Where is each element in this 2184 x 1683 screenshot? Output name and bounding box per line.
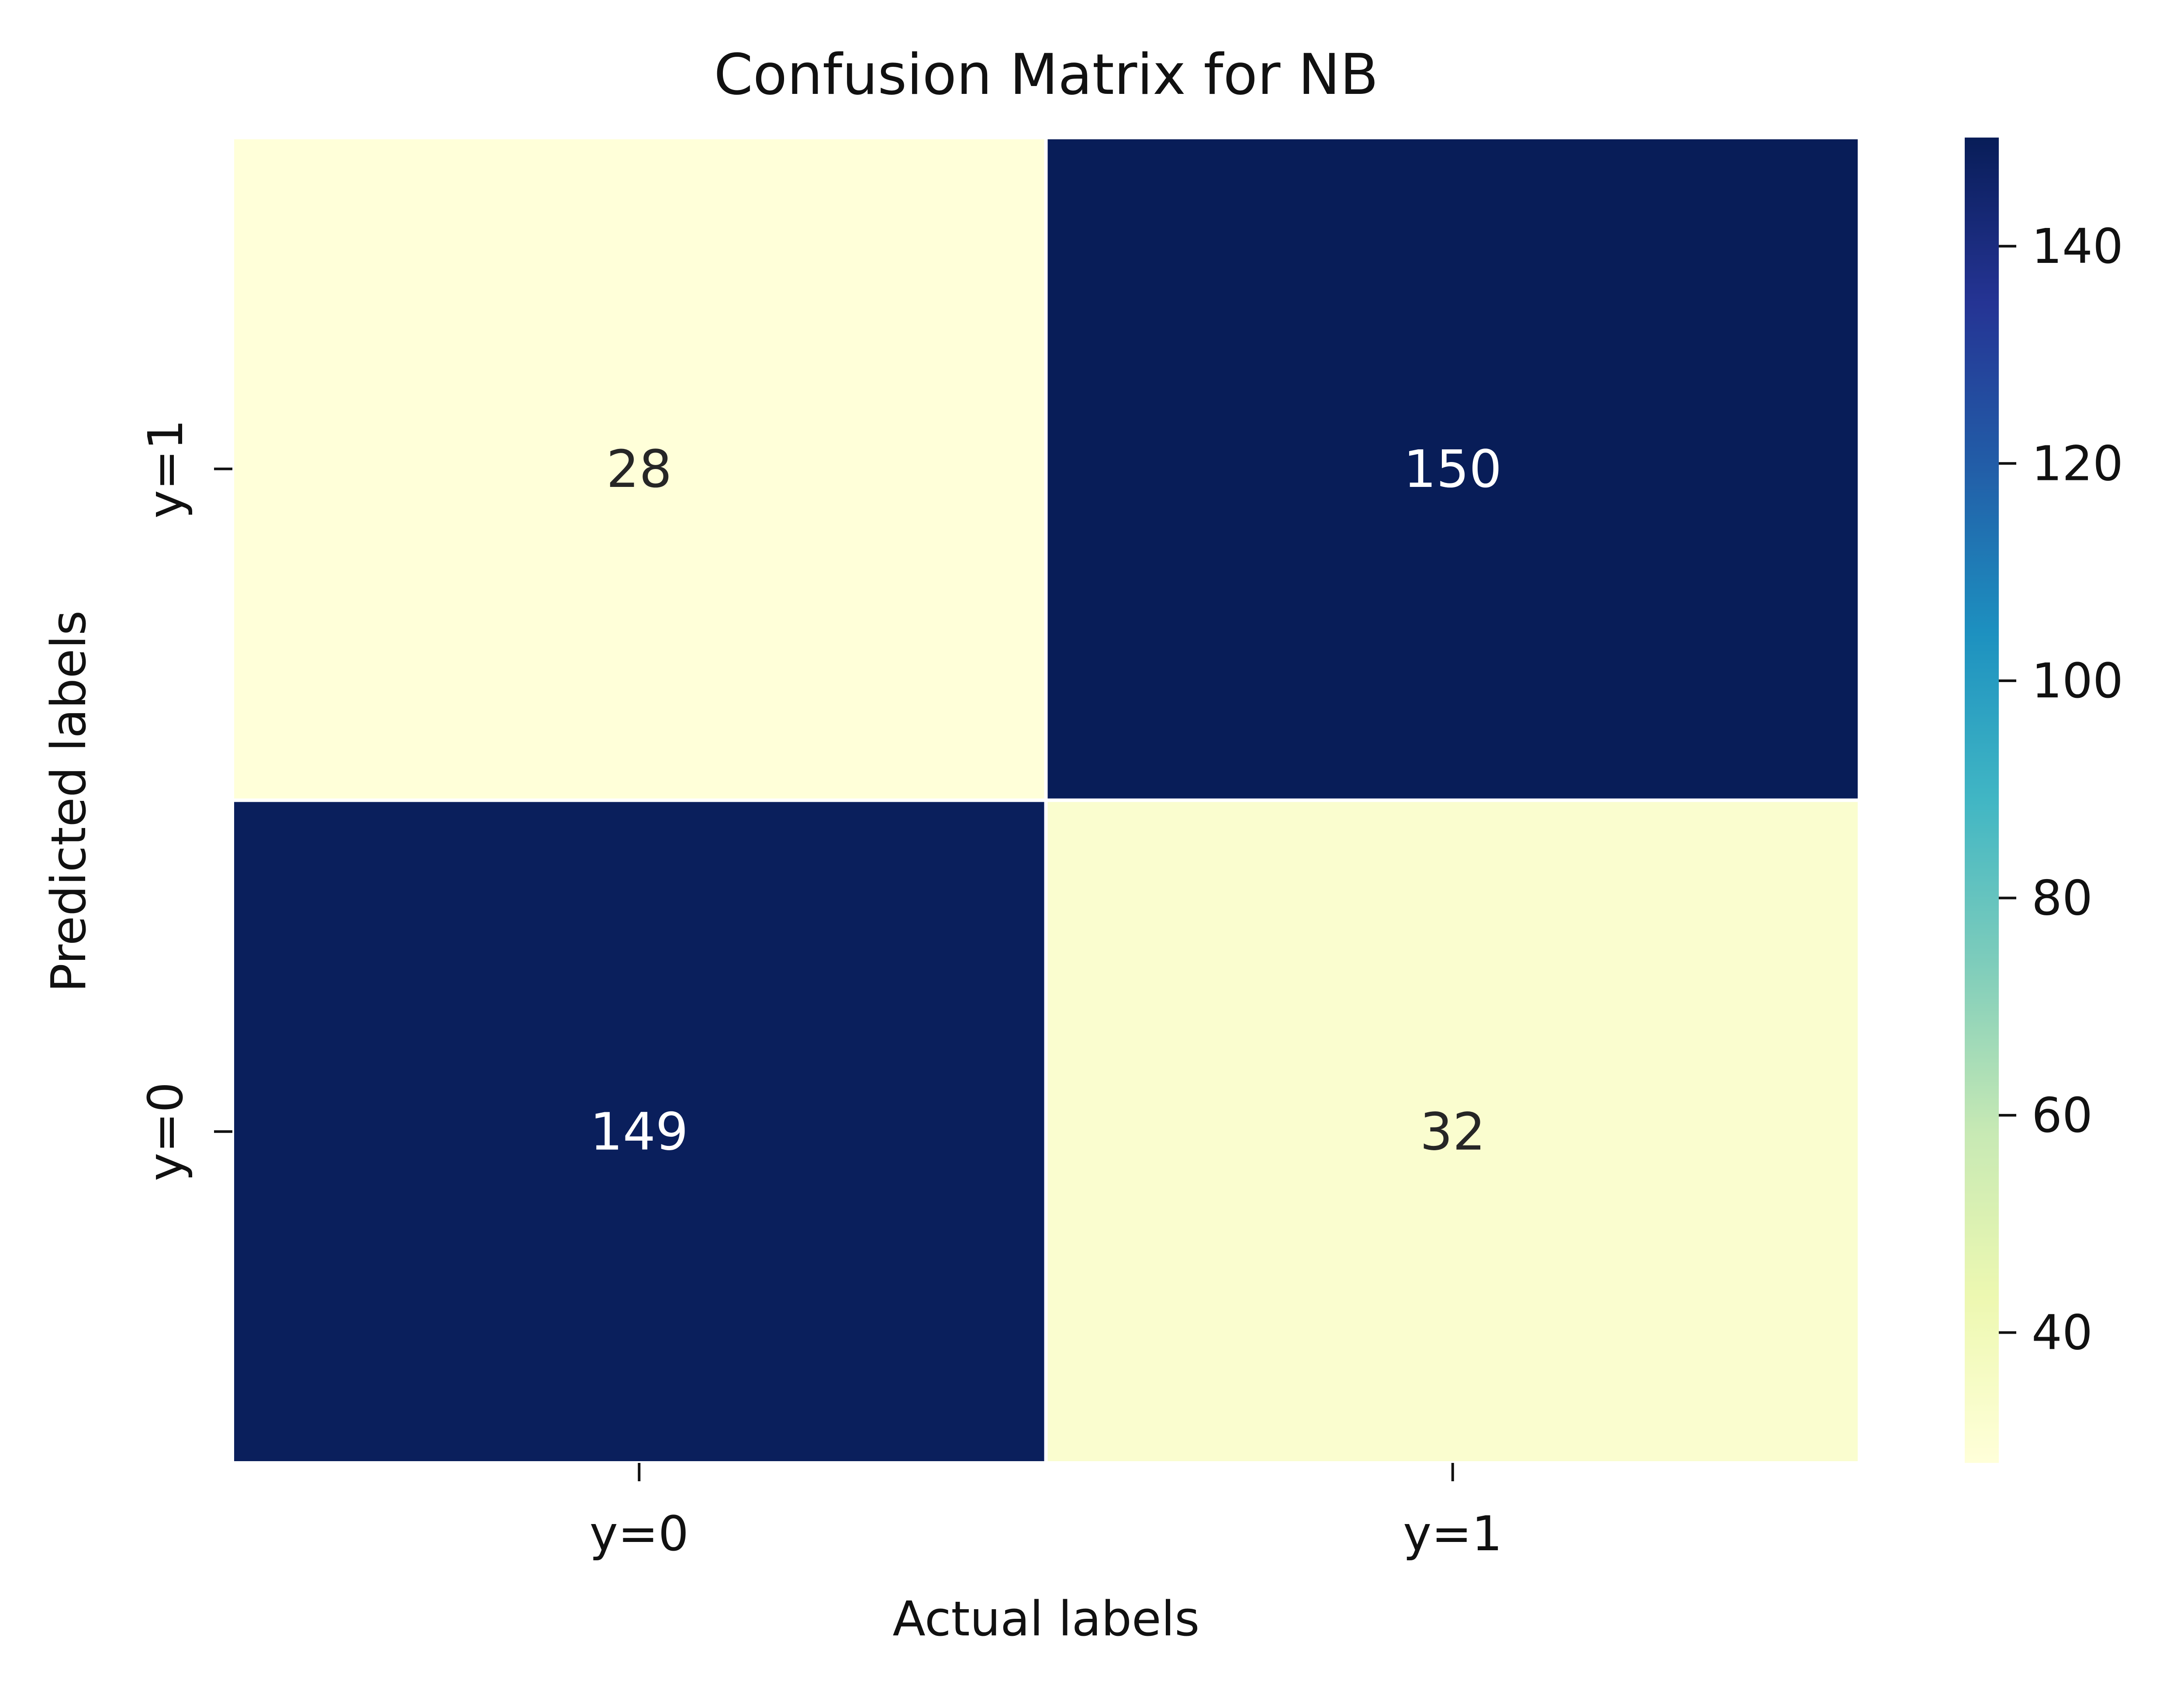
x-tick-label: y=0 — [590, 1506, 689, 1562]
colorbar-tick-label: 100 — [2032, 653, 2123, 709]
colorbar-tick-label: 140 — [2032, 218, 2123, 274]
colorbar-tick-label: 80 — [2032, 870, 2093, 926]
colorbar-tick-label: 40 — [2032, 1304, 2093, 1360]
heatmap-cell — [231, 798, 1048, 1465]
heatmap-cells: 28 150 149 32 — [231, 136, 1861, 1465]
colorbar-tick-label: 60 — [2032, 1087, 2093, 1143]
chart-title: Confusion Matrix for NB — [714, 42, 1378, 107]
heatmap-cell — [231, 136, 1048, 802]
x-tick-label: y=1 — [1403, 1506, 1502, 1562]
y-axis-label: Predicted labels — [41, 610, 97, 993]
y-tick-label: y=1 — [138, 419, 194, 518]
cell-value-label: 149 — [590, 1101, 688, 1162]
x-axis-label: Actual labels — [893, 1591, 1200, 1647]
colorbar — [1965, 138, 1999, 1463]
cell-value-label: 32 — [1420, 1101, 1486, 1162]
cell-value-label: 150 — [1403, 439, 1502, 499]
heatmap-cell — [1044, 136, 1861, 802]
cell-value-label: 28 — [606, 439, 672, 499]
heatmap-cell — [1044, 798, 1861, 1465]
y-axis-ticks: y=1 y=0 — [138, 419, 232, 1181]
colorbar-ticks: 40 60 80 100 120 140 — [1999, 218, 2123, 1360]
colorbar-tick-label: 120 — [2032, 435, 2123, 491]
y-tick-label: y=0 — [138, 1082, 194, 1181]
x-axis-ticks: y=0 y=1 — [590, 1463, 1502, 1562]
